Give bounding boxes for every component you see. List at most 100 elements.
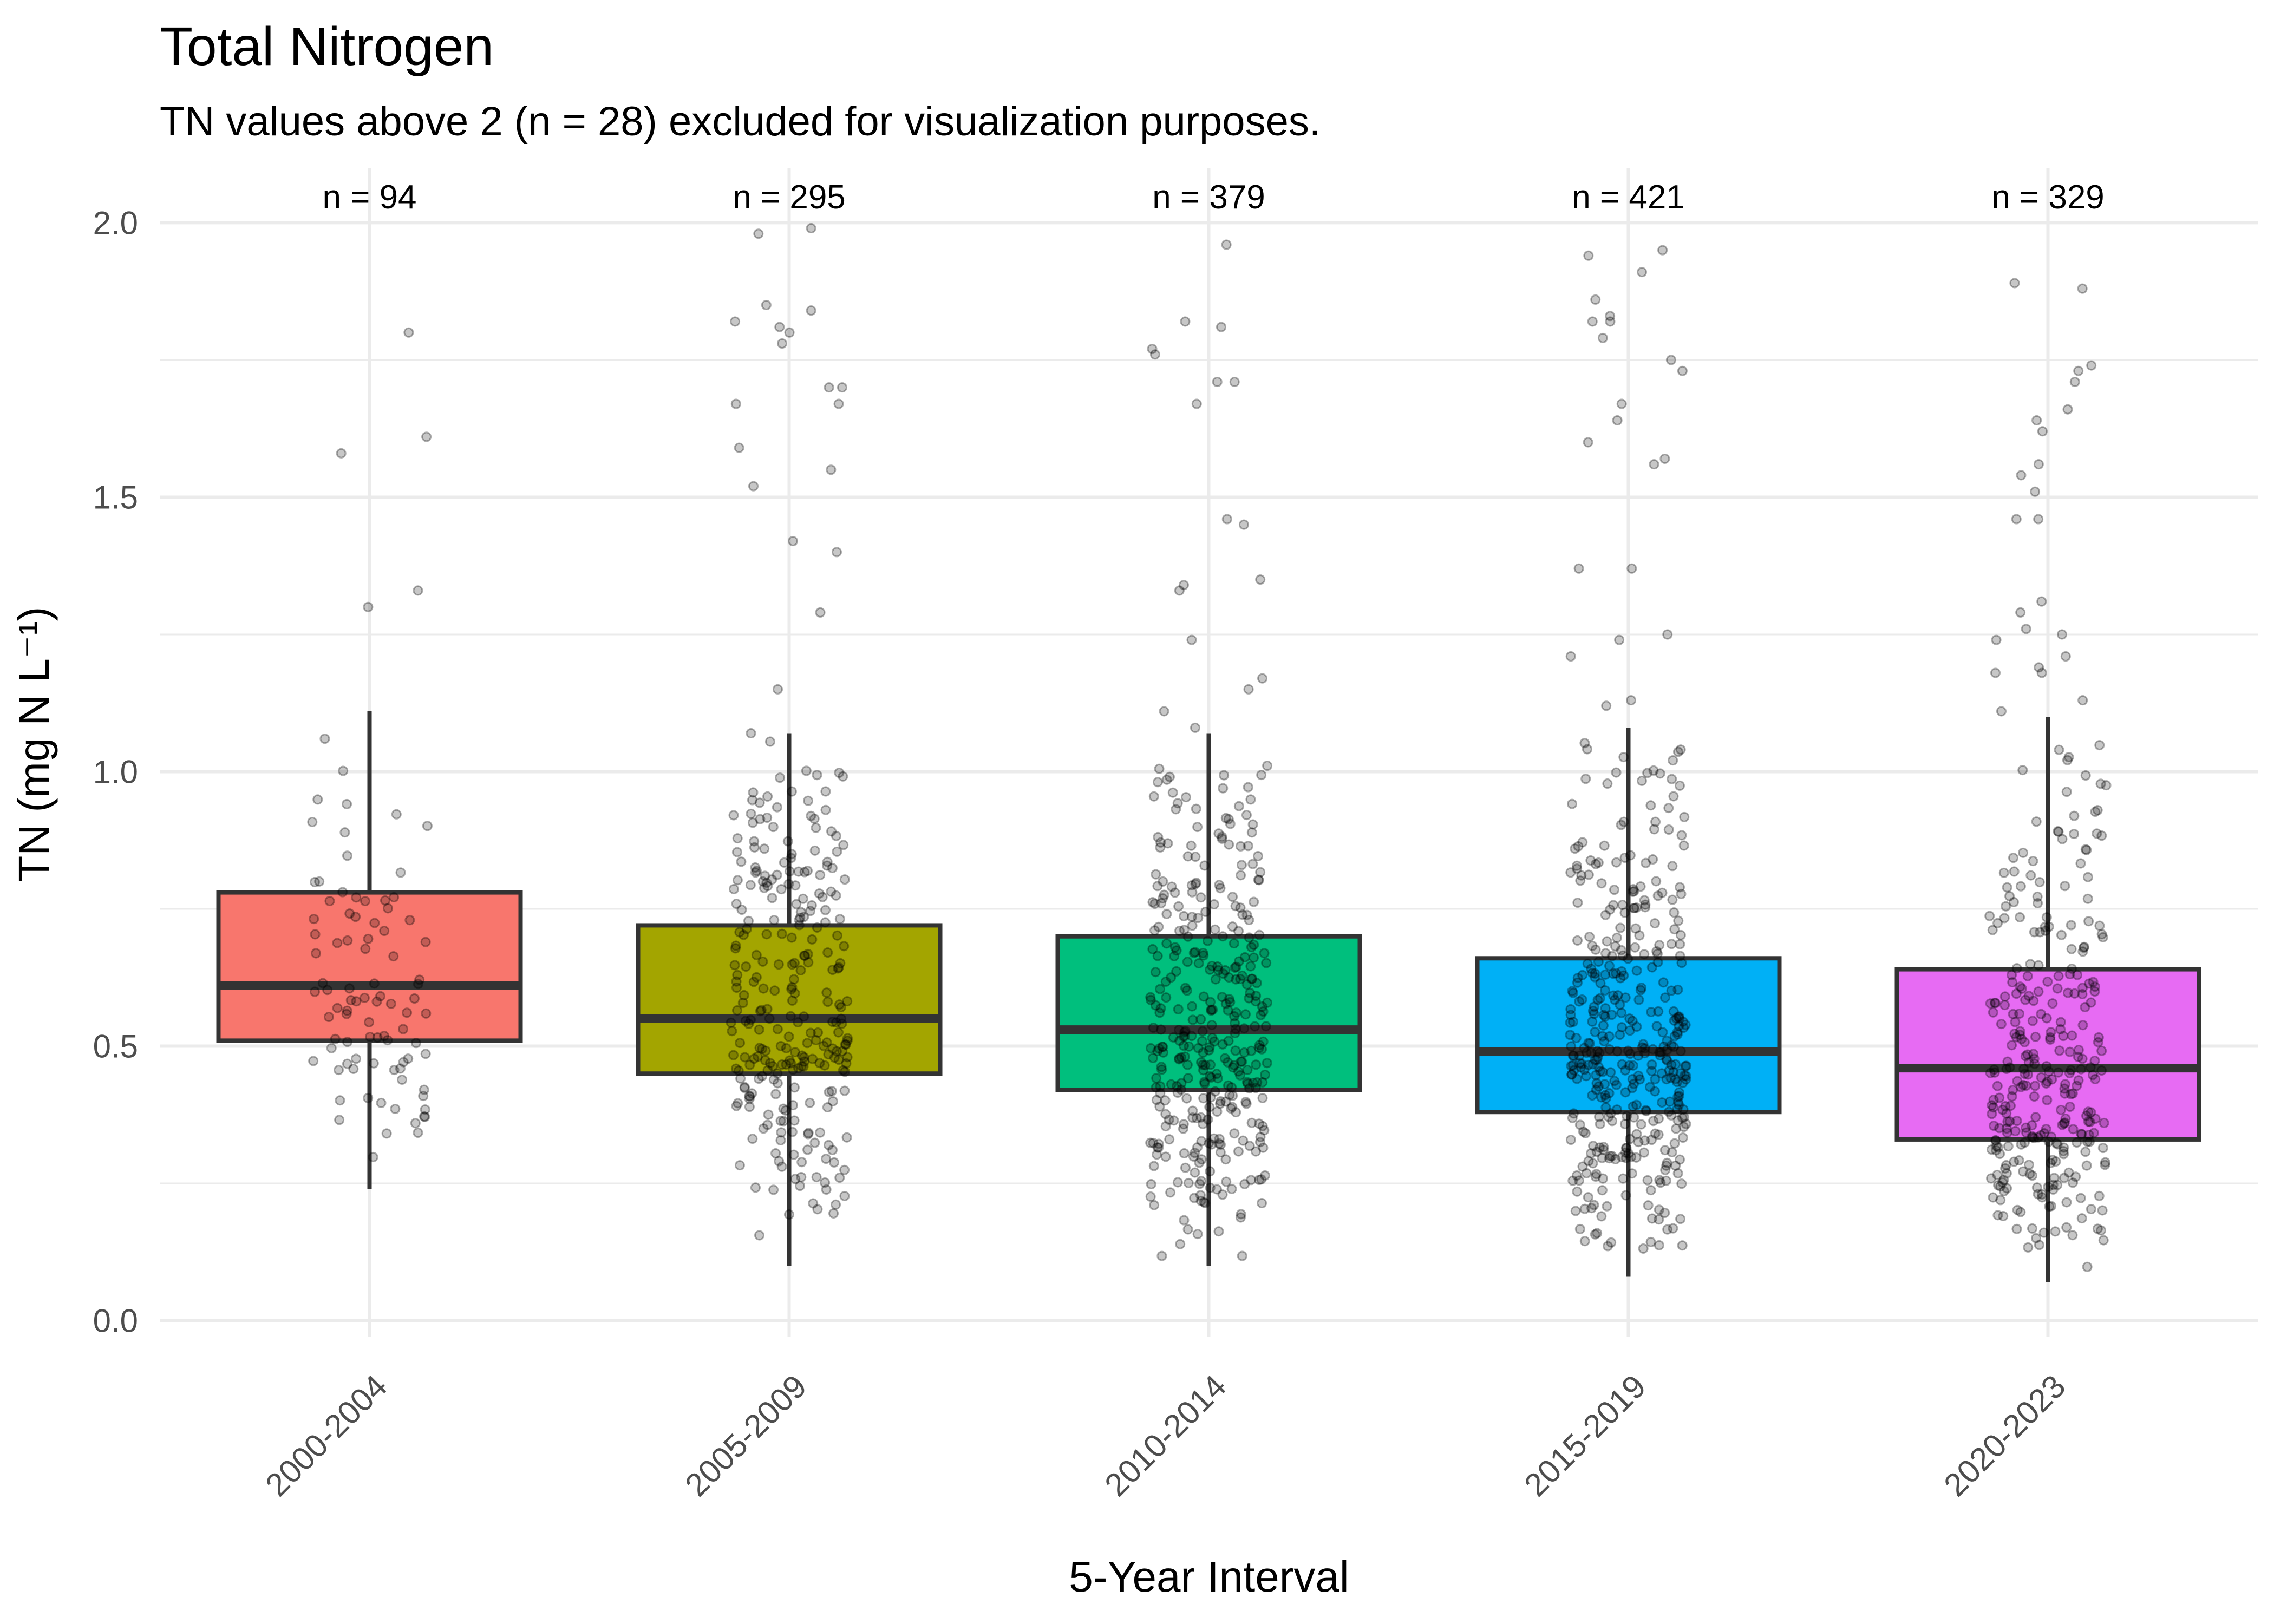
data-point [1988,1095,1999,1105]
data-point [1573,841,1584,852]
data-point [1159,889,1169,900]
data-point [322,985,333,996]
data-point [1679,811,1690,822]
data-point [1668,1042,1679,1052]
data-point [1664,1096,1675,1107]
data-point [2076,1129,2087,1140]
data-point [1661,1160,1672,1171]
sample-count-label: n = 94 [322,179,416,216]
data-point [1591,1055,1602,1065]
data-point [1642,1175,1653,1186]
data-point [1223,814,1234,824]
data-point [1620,1190,1631,1201]
data-point [2051,1138,2062,1149]
data-point [403,1053,414,1064]
data-point [1675,929,1686,940]
data-point [1194,1157,1205,1168]
data-point [2034,662,2044,673]
data-point [1206,1004,1217,1015]
data-point [1208,1133,1219,1144]
data-point [1663,1106,1674,1117]
data-point [1991,1141,2002,1151]
data-point [1650,1073,1661,1084]
data-point [1154,763,1165,774]
data-point [1197,1036,1207,1046]
data-point [1220,1154,1231,1165]
data-point [1226,1183,1237,1194]
data-point [1626,563,1637,574]
data-point [1231,974,1241,985]
data-point [826,464,837,475]
data-point [2034,1240,2044,1250]
data-point [760,1055,770,1066]
data-point [1584,931,1595,942]
data-point [2037,1192,2048,1203]
data-point [2014,1155,2024,1165]
data-point [385,998,396,1009]
data-point [1600,948,1611,959]
data-point [731,1005,742,1016]
data-point [1147,344,1158,355]
data-point [395,1063,406,1074]
data-point [2094,1190,2105,1201]
data-point [2043,1136,2054,1147]
data-point [730,316,741,327]
data-point [2031,816,2042,827]
data-point [1149,899,1160,909]
data-point [1576,870,1587,881]
data-point [1627,1016,1638,1026]
data-point [1579,1236,1590,1247]
data-point [1661,1175,1671,1186]
data-point [1257,1121,1268,1131]
data-point [1243,782,1253,793]
data-point [786,853,796,863]
data-point [1677,1132,1688,1143]
data-point [1677,1240,1688,1251]
data-point [2002,1183,2012,1194]
data-point [1619,1118,1630,1129]
data-point [791,899,802,909]
data-point [1620,1152,1631,1163]
data-point [790,1174,801,1184]
data-point [1668,1067,1679,1078]
data-point [1254,929,1265,940]
data-point [741,961,752,972]
data-point [770,1148,781,1159]
data-point [802,1144,813,1155]
data-point [748,977,759,987]
data-point [1676,830,1687,841]
data-point [2039,1128,2050,1139]
data-point [1193,913,1204,924]
data-point [2054,744,2064,755]
data-point [1179,1215,1190,1226]
data-point [1565,651,1576,662]
data-point [1565,867,1576,878]
data-point [783,1031,794,1042]
data-point [806,223,816,234]
data-point [1586,1047,1597,1058]
data-point [1229,1128,1240,1139]
data-point [1990,1135,2001,1145]
data-point [731,847,742,857]
data-point [1565,1004,1576,1014]
data-point [2022,971,2033,981]
data-point [1609,1076,1620,1086]
data-point [806,810,816,821]
data-point [1672,1115,1683,1126]
data-point [1654,940,1665,951]
data-point [1239,1178,1250,1189]
data-point [824,382,834,393]
data-point [1260,1069,1271,1080]
data-point [1655,1177,1666,1188]
data-point [1598,1020,1609,1031]
data-point [1674,1087,1684,1098]
data-point [2031,1182,2042,1193]
data-point [413,585,423,596]
data-point [1241,1077,1252,1088]
data-point [1661,1074,1672,1085]
data-point [1200,906,1211,917]
data-point [759,843,770,854]
data-point [1240,1009,1251,1020]
data-point [1631,1129,1642,1140]
